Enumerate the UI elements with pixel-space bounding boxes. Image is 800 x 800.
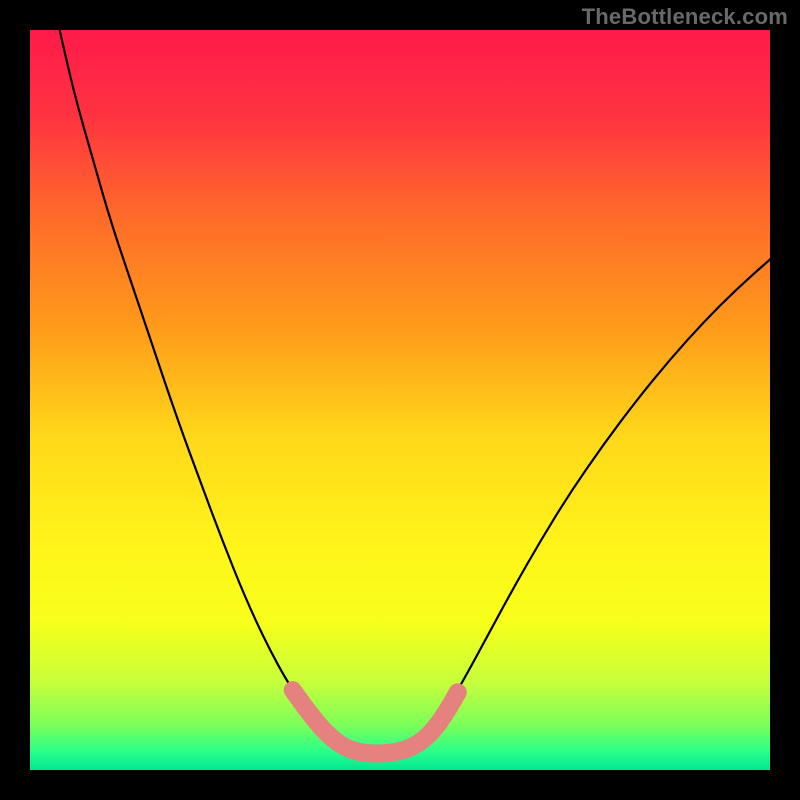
plot-background (30, 30, 770, 770)
chart-svg (0, 0, 800, 800)
chart-root: TheBottleneck.com (0, 0, 800, 800)
watermark-text: TheBottleneck.com (582, 4, 788, 30)
